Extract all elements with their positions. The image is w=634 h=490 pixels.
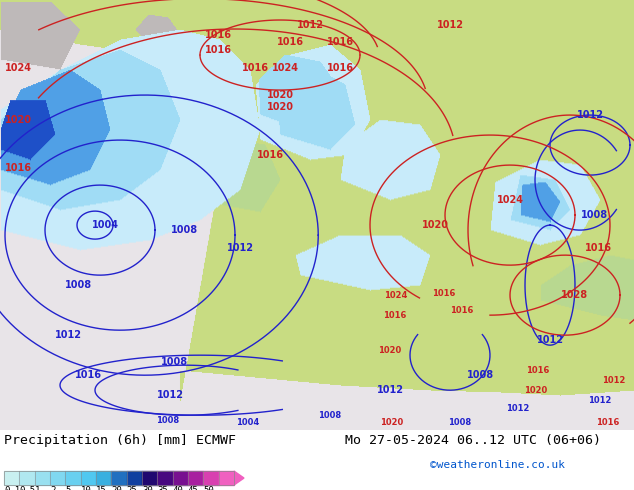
Text: 1020: 1020	[4, 115, 32, 125]
Bar	[35, 471, 50, 485]
Text: 1008: 1008	[318, 411, 342, 420]
Text: 0.5: 0.5	[19, 486, 36, 490]
Text: 1016: 1016	[75, 370, 101, 380]
Text: Mo 27-05-2024 06..12 UTC (06+06): Mo 27-05-2024 06..12 UTC (06+06)	[345, 434, 601, 447]
Text: 1012: 1012	[602, 376, 626, 385]
Bar	[96, 471, 112, 485]
Text: 1020: 1020	[524, 386, 548, 395]
Text: 1008: 1008	[157, 416, 179, 425]
Text: 1012: 1012	[226, 243, 254, 253]
Text: 1024: 1024	[496, 195, 524, 205]
Text: 1020: 1020	[422, 220, 448, 230]
Text: 45: 45	[188, 486, 198, 490]
Text: 50: 50	[204, 486, 214, 490]
Text: 1016: 1016	[327, 37, 354, 47]
Text: 1020: 1020	[266, 90, 294, 100]
Text: 1004: 1004	[236, 417, 260, 427]
Bar	[81, 471, 96, 485]
Bar	[50, 471, 65, 485]
Text: 1016: 1016	[450, 306, 474, 315]
Text: 1016: 1016	[205, 45, 231, 55]
Bar	[4, 471, 19, 485]
Text: 1012: 1012	[55, 330, 82, 340]
Text: 1016: 1016	[4, 163, 32, 173]
Text: 1008: 1008	[162, 357, 188, 367]
Bar	[65, 471, 81, 485]
Text: 1020: 1020	[380, 417, 404, 427]
Bar	[172, 471, 188, 485]
Bar	[127, 471, 142, 485]
Text: 1012: 1012	[436, 20, 463, 30]
Text: 1016: 1016	[585, 243, 612, 253]
Bar	[19, 471, 35, 485]
Text: 1024: 1024	[271, 63, 299, 73]
Text: 1004: 1004	[91, 220, 119, 230]
Bar	[112, 471, 127, 485]
Text: 1016: 1016	[327, 63, 354, 73]
Text: 1008: 1008	[448, 417, 472, 427]
Text: 15: 15	[96, 486, 107, 490]
Text: 5: 5	[65, 486, 71, 490]
Text: 1016: 1016	[384, 311, 406, 319]
Polygon shape	[234, 471, 244, 485]
Text: 1008: 1008	[467, 370, 493, 380]
Bar	[188, 471, 204, 485]
Text: 1012: 1012	[507, 404, 529, 413]
Text: 10: 10	[81, 486, 91, 490]
Text: 40: 40	[172, 486, 183, 490]
Text: 20: 20	[112, 486, 122, 490]
Text: 1012: 1012	[536, 335, 564, 345]
Text: 1012: 1012	[377, 385, 403, 395]
Text: ©weatheronline.co.uk: ©weatheronline.co.uk	[430, 460, 565, 470]
Bar	[142, 471, 157, 485]
Bar	[204, 471, 219, 485]
Text: 1016: 1016	[432, 289, 456, 297]
Text: 1012: 1012	[297, 20, 323, 30]
Text: 1016: 1016	[526, 366, 550, 375]
Text: 1020: 1020	[378, 345, 401, 355]
Text: 1008: 1008	[171, 225, 198, 235]
Text: 1012: 1012	[576, 110, 604, 120]
Text: 1024: 1024	[4, 63, 32, 73]
Text: 35: 35	[157, 486, 168, 490]
Text: 1: 1	[35, 486, 40, 490]
Text: 1020: 1020	[266, 102, 294, 112]
Bar	[4, 471, 234, 485]
Text: 1016: 1016	[597, 417, 619, 427]
Text: 1008: 1008	[65, 280, 91, 290]
Text: Precipitation (6h) [mm] ECMWF: Precipitation (6h) [mm] ECMWF	[4, 434, 236, 447]
Text: 1016: 1016	[242, 63, 269, 73]
Text: 1028: 1028	[562, 290, 588, 300]
Text: 1008: 1008	[581, 210, 609, 220]
Text: 1016: 1016	[205, 30, 231, 40]
Text: 30: 30	[142, 486, 153, 490]
Bar	[157, 471, 172, 485]
Text: 1012: 1012	[588, 396, 612, 405]
Text: 1012: 1012	[157, 390, 183, 400]
Bar	[219, 471, 234, 485]
Text: 25: 25	[127, 486, 138, 490]
Text: 1016: 1016	[257, 150, 283, 160]
Text: 2: 2	[50, 486, 55, 490]
Text: 1024: 1024	[384, 291, 408, 300]
Text: 1016: 1016	[276, 37, 304, 47]
Text: 0.1: 0.1	[4, 486, 20, 490]
